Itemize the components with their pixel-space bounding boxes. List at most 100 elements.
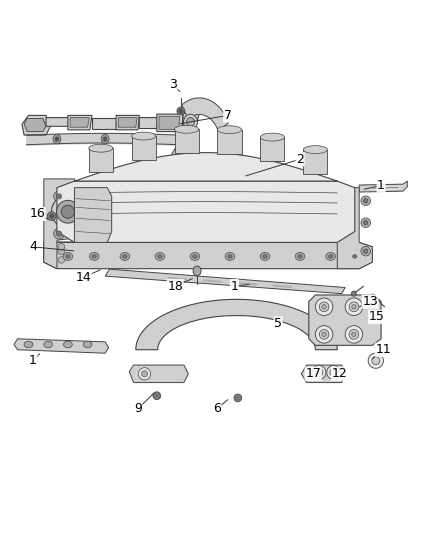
Polygon shape bbox=[157, 114, 183, 132]
Ellipse shape bbox=[89, 253, 99, 260]
Ellipse shape bbox=[193, 266, 201, 276]
Ellipse shape bbox=[158, 255, 162, 258]
Ellipse shape bbox=[372, 357, 380, 365]
Ellipse shape bbox=[57, 200, 79, 223]
Ellipse shape bbox=[353, 255, 357, 258]
Polygon shape bbox=[118, 118, 137, 127]
Ellipse shape bbox=[92, 255, 96, 258]
Ellipse shape bbox=[345, 326, 363, 343]
Ellipse shape bbox=[61, 205, 74, 219]
Polygon shape bbox=[14, 339, 109, 353]
Polygon shape bbox=[46, 118, 69, 126]
Polygon shape bbox=[57, 181, 355, 243]
Text: 1: 1 bbox=[377, 179, 385, 192]
Ellipse shape bbox=[328, 255, 333, 258]
Polygon shape bbox=[182, 98, 229, 131]
Ellipse shape bbox=[263, 255, 267, 258]
Text: 4: 4 bbox=[29, 240, 37, 253]
Polygon shape bbox=[139, 118, 158, 128]
Ellipse shape bbox=[190, 253, 200, 260]
Ellipse shape bbox=[120, 253, 130, 260]
Polygon shape bbox=[174, 130, 199, 154]
Polygon shape bbox=[74, 188, 112, 243]
Ellipse shape bbox=[57, 194, 62, 199]
Ellipse shape bbox=[352, 332, 356, 336]
Ellipse shape bbox=[53, 134, 61, 144]
Ellipse shape bbox=[345, 298, 363, 316]
Polygon shape bbox=[309, 295, 381, 345]
Text: 1: 1 bbox=[29, 354, 37, 367]
Ellipse shape bbox=[349, 302, 359, 312]
Polygon shape bbox=[68, 115, 92, 130]
Ellipse shape bbox=[57, 231, 62, 236]
Text: 11: 11 bbox=[375, 343, 391, 356]
Polygon shape bbox=[301, 365, 346, 383]
Ellipse shape bbox=[319, 302, 329, 312]
Polygon shape bbox=[183, 113, 199, 131]
Ellipse shape bbox=[132, 132, 156, 140]
Ellipse shape bbox=[24, 341, 33, 348]
Ellipse shape bbox=[326, 253, 336, 260]
Text: 14: 14 bbox=[75, 271, 91, 284]
Ellipse shape bbox=[149, 137, 153, 141]
Polygon shape bbox=[22, 115, 50, 135]
Ellipse shape bbox=[47, 212, 56, 221]
Ellipse shape bbox=[123, 255, 127, 258]
Polygon shape bbox=[260, 137, 285, 161]
Text: 7: 7 bbox=[224, 109, 232, 122]
Ellipse shape bbox=[351, 291, 357, 296]
Ellipse shape bbox=[319, 329, 329, 339]
Polygon shape bbox=[44, 179, 74, 269]
Ellipse shape bbox=[141, 371, 148, 377]
Ellipse shape bbox=[312, 366, 326, 379]
Polygon shape bbox=[74, 152, 337, 181]
Ellipse shape bbox=[66, 255, 70, 258]
Ellipse shape bbox=[58, 257, 65, 263]
Polygon shape bbox=[44, 242, 74, 268]
Ellipse shape bbox=[315, 326, 333, 343]
Ellipse shape bbox=[322, 332, 326, 336]
Ellipse shape bbox=[303, 146, 328, 154]
Ellipse shape bbox=[53, 191, 65, 202]
Polygon shape bbox=[92, 118, 116, 128]
Ellipse shape bbox=[352, 304, 356, 309]
Polygon shape bbox=[131, 136, 156, 160]
Text: 6: 6 bbox=[213, 402, 221, 415]
Text: 16: 16 bbox=[29, 207, 45, 221]
Text: 1: 1 bbox=[230, 280, 238, 293]
Ellipse shape bbox=[179, 109, 183, 113]
Ellipse shape bbox=[193, 255, 197, 258]
Polygon shape bbox=[217, 130, 242, 154]
Ellipse shape bbox=[153, 392, 161, 400]
Ellipse shape bbox=[58, 248, 65, 254]
Ellipse shape bbox=[322, 304, 326, 309]
Text: 18: 18 bbox=[167, 280, 183, 293]
Polygon shape bbox=[159, 116, 180, 130]
Polygon shape bbox=[303, 150, 327, 174]
Ellipse shape bbox=[364, 249, 368, 253]
Ellipse shape bbox=[64, 341, 72, 348]
Ellipse shape bbox=[350, 253, 360, 260]
Ellipse shape bbox=[63, 253, 73, 260]
Ellipse shape bbox=[225, 253, 235, 260]
Text: 2: 2 bbox=[296, 152, 304, 166]
Ellipse shape bbox=[361, 196, 371, 206]
Ellipse shape bbox=[315, 298, 333, 316]
Polygon shape bbox=[44, 243, 372, 269]
Ellipse shape bbox=[174, 125, 199, 133]
Ellipse shape bbox=[327, 366, 341, 379]
Ellipse shape bbox=[138, 368, 151, 380]
Ellipse shape bbox=[260, 133, 285, 141]
Polygon shape bbox=[105, 269, 345, 294]
Text: 12: 12 bbox=[332, 367, 347, 381]
Polygon shape bbox=[129, 365, 188, 383]
Ellipse shape bbox=[101, 134, 109, 144]
Polygon shape bbox=[168, 144, 188, 161]
Ellipse shape bbox=[368, 353, 384, 368]
Text: 9: 9 bbox=[134, 402, 142, 415]
Polygon shape bbox=[24, 118, 46, 132]
Polygon shape bbox=[88, 148, 113, 172]
Ellipse shape bbox=[58, 244, 65, 250]
Text: 3: 3 bbox=[169, 78, 177, 91]
Polygon shape bbox=[70, 118, 89, 127]
